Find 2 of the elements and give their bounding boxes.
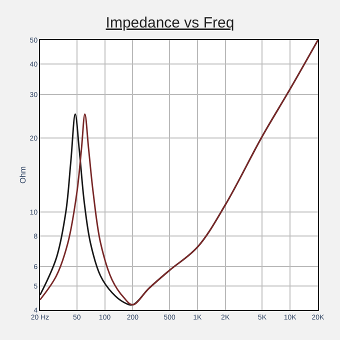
y-axis-title: Ohm xyxy=(18,166,28,184)
chart-title: Impedance vs Freq xyxy=(106,14,234,32)
